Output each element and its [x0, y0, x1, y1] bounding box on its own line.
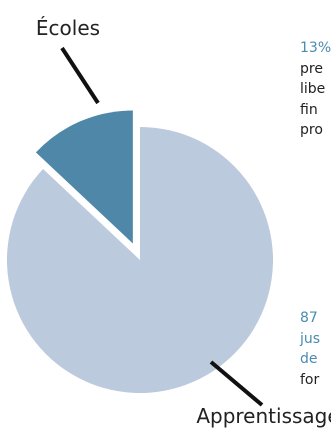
apprenticeship-annotation: 87 jus de for — [300, 308, 320, 390]
schools-annotation-line-1: 13% — [300, 40, 331, 56]
slice-label-apprentissage: Apprentissage — [196, 404, 331, 428]
apprenticeship-annotation-line-3: de — [300, 351, 318, 367]
schools-annotation-line-3: libe — [300, 81, 326, 97]
apprenticeship-annotation-line-4: for — [300, 371, 320, 388]
schools-annotation-line-4: fin — [300, 101, 318, 118]
pie-slice-ecoles — [35, 110, 133, 244]
slice-label-ecoles: Écoles — [36, 16, 100, 40]
apprenticeship-annotation-line-2: jus — [300, 330, 321, 347]
schools-annotation: 13% pre libe fin pro — [300, 38, 331, 141]
apprenticeship-annotation-line-1: 87 — [300, 310, 318, 326]
schools-annotation-line-2: pre — [300, 60, 323, 77]
schools-annotation-line-5: pro — [300, 122, 323, 138]
pie-slice-apprentissage — [6, 127, 273, 393]
leader-line-ecoles — [60, 46, 100, 105]
leader-line-apprentissage — [209, 360, 264, 407]
